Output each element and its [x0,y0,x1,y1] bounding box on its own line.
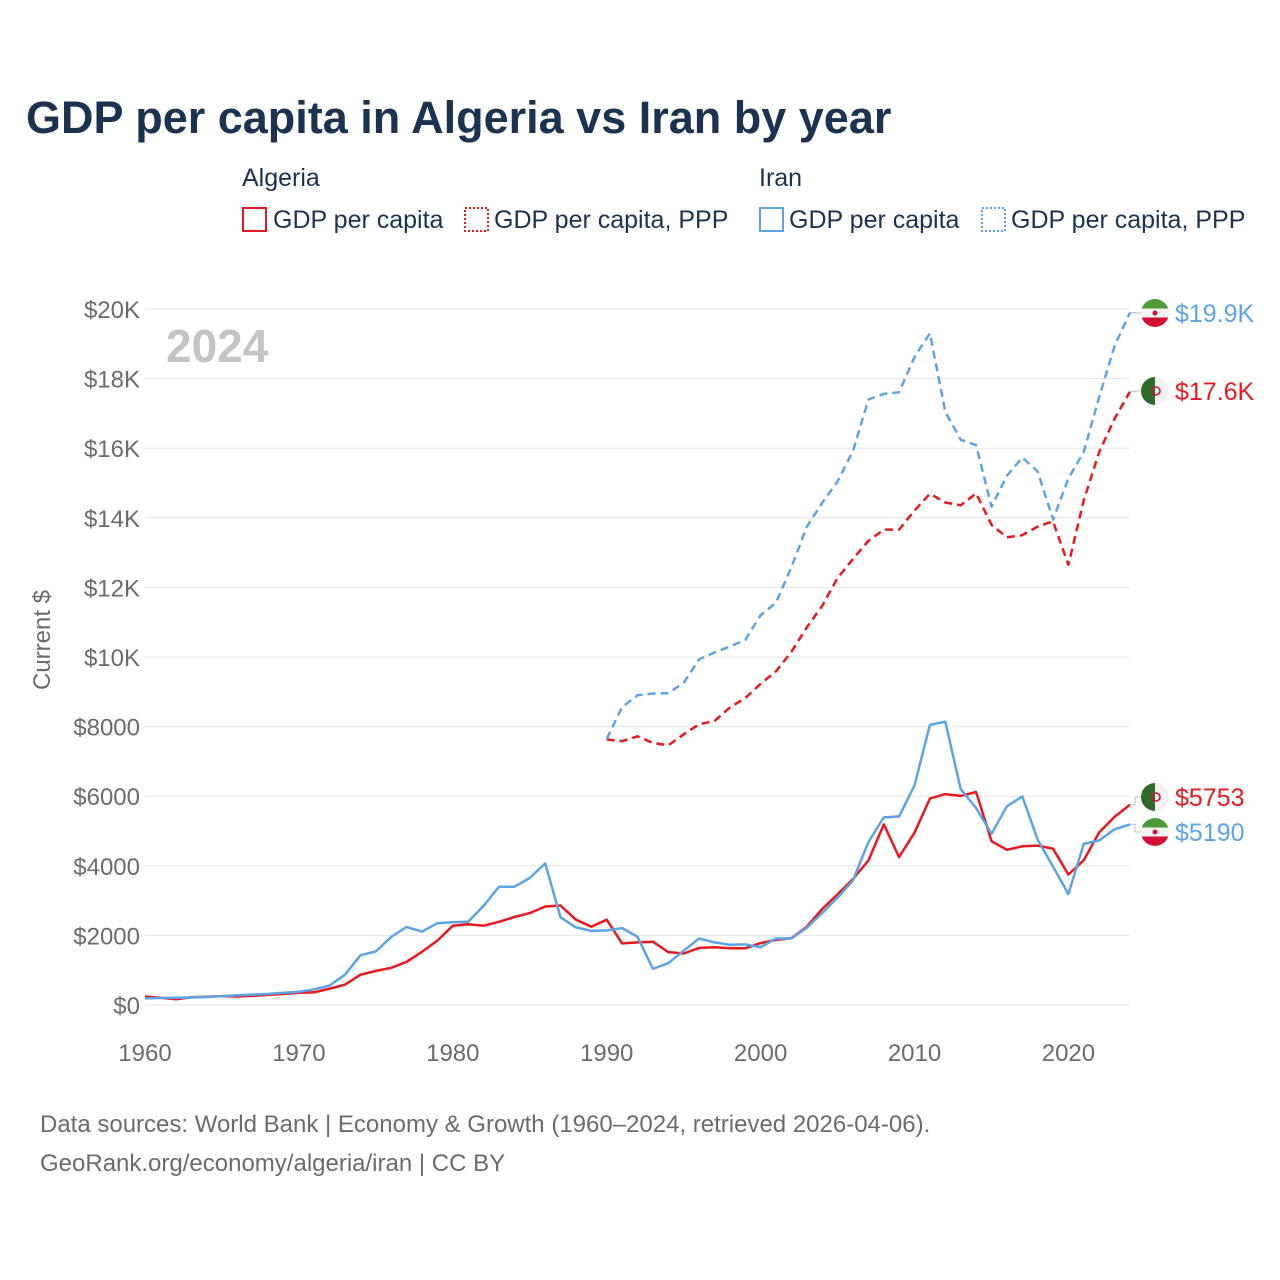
flag-iran-icon [1141,818,1169,846]
y-tick-label: $4000 [73,854,140,881]
end-label-alg_ppp: $17.6K [1175,378,1255,406]
series-line-alg_ppp [606,391,1132,747]
end-label-iran_gdp: $5190 [1175,819,1245,847]
series-line-alg_gdp [144,790,1131,1001]
legend-swatch-iran-ppp [981,207,1006,232]
legend-label-iran-ppp: GDP per capita, PPP [1011,206,1245,234]
x-tick-label: 1970 [272,1040,325,1067]
legend-group-algeria: Algeria [242,164,320,192]
flag-algeria-icon [1141,783,1169,811]
end-label-iran_ppp: $19.9K [1175,300,1255,328]
grid-lines [145,308,1130,1006]
end-label-leader [1130,312,1141,314]
series-line-iran_gdp [144,720,1131,1000]
y-axis-ticks: $0 $2000 $4000 $6000 $8000 $10K $12K $14K $16K $1… [73,297,140,1020]
year-badge: 2024 [166,320,269,372]
end-label-leader [1130,390,1141,393]
end-label-leader [1130,796,1141,806]
y-tick-label: $16K [84,436,140,463]
x-axis-ticks: 1960 1970 1980 1990 2000 2010 2020 [118,1040,1095,1067]
flag-iran-icon [1141,299,1169,327]
end-labels: $5753 $5190 $17.6K $19.9K [1130,299,1255,847]
end-label-leader [1130,823,1141,833]
legend: Algeria GDP per capita GDP per capita, P… [242,164,1245,234]
legend-swatch-algeria-gdp [242,207,267,232]
x-tick-label: 1960 [118,1040,171,1067]
x-tick-label: 2000 [734,1040,787,1067]
legend-group-iran: Iran [759,164,802,192]
y-tick-label: $0 [113,993,140,1020]
chart-title: GDP per capita in Algeria vs Iran by yea… [26,92,891,143]
x-tick-label: 1990 [580,1040,633,1067]
y-tick-label: $10K [84,645,140,672]
x-tick-label: 2010 [888,1040,941,1067]
y-tick-label: $14K [84,506,140,533]
series-lines [144,311,1132,1001]
y-tick-label: $18K [84,367,140,394]
series-line-iran_ppp [605,311,1132,740]
legend-label-iran-gdp: GDP per capita [789,206,960,234]
footer-url: GeoRank.org/economy/algeria/iran | CC BY [40,1150,505,1177]
x-tick-label: 1980 [426,1040,479,1067]
end-label-alg_gdp: $5753 [1175,784,1245,812]
footer-source: Data sources: World Bank | Economy & Gro… [40,1111,930,1138]
y-tick-label: $12K [84,575,140,602]
y-tick-label: $2000 [73,923,140,950]
legend-label-algeria-gdp: GDP per capita [273,206,444,234]
legend-label-algeria-ppp: GDP per capita, PPP [494,206,728,234]
y-tick-label: $6000 [73,784,140,811]
y-tick-label: $20K [84,297,140,324]
x-tick-label: 2020 [1042,1040,1095,1067]
legend-swatch-iran-gdp [759,207,784,232]
y-tick-label: $8000 [73,715,140,742]
y-axis-label: Current $ [29,590,56,690]
flag-algeria-icon [1141,377,1169,405]
legend-swatch-algeria-ppp [464,207,489,232]
